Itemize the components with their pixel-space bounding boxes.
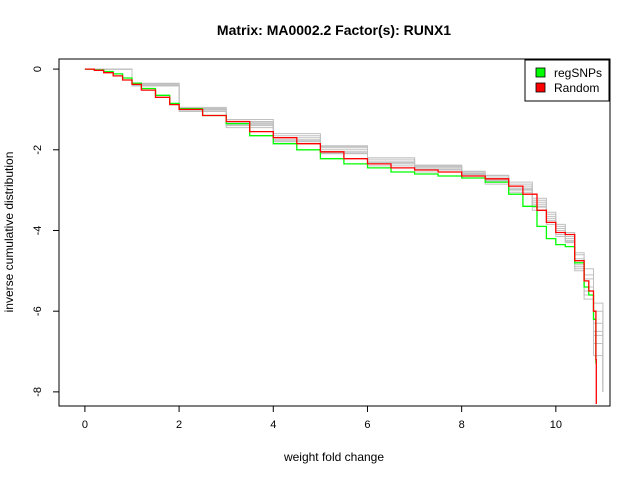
y-tick-label: -2: [32, 145, 44, 155]
legend-box: [524, 59, 610, 102]
background-series-line: [84, 68, 604, 392]
series-line-random: [84, 68, 597, 404]
background-series-group: [84, 68, 604, 392]
x-tick-label: 4: [270, 419, 276, 431]
background-series-line: [84, 68, 604, 388]
y-axis: 0 -2 -4 -6 -8: [32, 66, 60, 397]
legend-swatch-random: [535, 82, 546, 93]
legend-label-regsnps: regSNPs: [554, 66, 602, 80]
y-axis-label: inverse cumulative distribution: [2, 152, 16, 313]
background-series-line: [84, 68, 604, 390]
x-axis-label: weight fold change: [283, 450, 384, 464]
y-tick-label: -4: [32, 226, 44, 236]
y-tick-label: -8: [32, 387, 44, 397]
x-tick-label: 10: [550, 419, 562, 431]
series-group: [84, 68, 597, 404]
x-tick-label: 2: [176, 419, 182, 431]
x-axis: 0 2 4 6 8 10: [82, 405, 562, 431]
legend-label-random: Random: [554, 81, 599, 95]
x-tick-label: 6: [364, 419, 370, 431]
chart-title: Matrix: MA0002.2 Factor(s): RUNX1: [217, 22, 451, 38]
background-series-line: [84, 68, 604, 392]
plot-frame: [58, 58, 611, 407]
x-tick-label: 0: [82, 419, 88, 431]
x-tick-label: 8: [459, 419, 465, 431]
y-tick-label: -6: [32, 306, 44, 316]
background-series-line: [84, 68, 604, 384]
legend: regSNPs Random: [524, 59, 610, 102]
background-series-line: [84, 68, 604, 392]
y-tick-label: 0: [32, 66, 44, 72]
background-series-line: [84, 68, 604, 392]
legend-swatch-regsnps: [535, 67, 546, 78]
series-line-regsnps: [84, 68, 597, 364]
